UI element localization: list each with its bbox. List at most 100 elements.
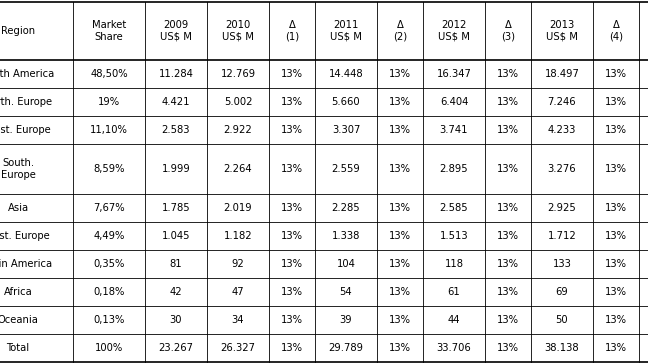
Text: 1.785: 1.785 — [162, 203, 191, 213]
Text: 100%: 100% — [95, 343, 123, 353]
Text: 13%: 13% — [281, 287, 303, 297]
Text: 1.513: 1.513 — [440, 231, 469, 241]
Text: 13%: 13% — [497, 97, 519, 107]
Text: 23.267: 23.267 — [159, 343, 194, 353]
Text: Δ
(3): Δ (3) — [501, 20, 515, 42]
Text: 50: 50 — [556, 315, 568, 325]
Text: 13%: 13% — [389, 231, 411, 241]
Text: 13%: 13% — [281, 97, 303, 107]
Text: 2013
US$ M: 2013 US$ M — [546, 20, 578, 42]
Text: 54: 54 — [340, 287, 353, 297]
Text: 2010
US$ M: 2010 US$ M — [222, 20, 254, 42]
Text: 13%: 13% — [497, 231, 519, 241]
Text: 13%: 13% — [389, 287, 411, 297]
Text: 13%: 13% — [497, 164, 519, 174]
Text: 13%: 13% — [605, 69, 627, 79]
Text: 13%: 13% — [281, 259, 303, 269]
Text: 0,13%: 0,13% — [93, 315, 124, 325]
Text: 2.285: 2.285 — [332, 203, 360, 213]
Text: 13%: 13% — [605, 164, 627, 174]
Text: 2.585: 2.585 — [440, 203, 469, 213]
Text: 13%: 13% — [389, 203, 411, 213]
Text: 8,59%: 8,59% — [93, 164, 125, 174]
Text: 47: 47 — [232, 287, 244, 297]
Text: 13%: 13% — [605, 259, 627, 269]
Text: 2.264: 2.264 — [224, 164, 252, 174]
Text: Africa: Africa — [4, 287, 32, 297]
Text: 13%: 13% — [605, 125, 627, 135]
Text: West. Europe: West. Europe — [0, 125, 51, 135]
Text: North America: North America — [0, 69, 54, 79]
Text: 18.497: 18.497 — [544, 69, 579, 79]
Text: 33.706: 33.706 — [437, 343, 471, 353]
Text: 69: 69 — [555, 287, 568, 297]
Text: 133: 133 — [553, 259, 572, 269]
Text: 3.307: 3.307 — [332, 125, 360, 135]
Text: 13%: 13% — [497, 343, 519, 353]
Text: 1.712: 1.712 — [548, 231, 576, 241]
Text: 5.002: 5.002 — [224, 97, 252, 107]
Text: 4,49%: 4,49% — [93, 231, 124, 241]
Text: Oceania: Oceania — [0, 315, 38, 325]
Text: 13%: 13% — [389, 315, 411, 325]
Text: 13%: 13% — [389, 259, 411, 269]
Text: 104: 104 — [336, 259, 356, 269]
Text: 13%: 13% — [389, 97, 411, 107]
Text: 4.421: 4.421 — [162, 97, 191, 107]
Text: North. Europe: North. Europe — [0, 97, 52, 107]
Text: 2.559: 2.559 — [332, 164, 360, 174]
Text: South.
Europe: South. Europe — [1, 158, 36, 180]
Text: 13%: 13% — [281, 203, 303, 213]
Text: 0,35%: 0,35% — [93, 259, 124, 269]
Text: 13%: 13% — [497, 315, 519, 325]
Text: East. Europe: East. Europe — [0, 231, 49, 241]
Text: 30: 30 — [170, 315, 182, 325]
Text: Total: Total — [6, 343, 30, 353]
Text: 2.019: 2.019 — [224, 203, 252, 213]
Text: 2.925: 2.925 — [548, 203, 576, 213]
Text: 2.583: 2.583 — [162, 125, 191, 135]
Text: 13%: 13% — [497, 203, 519, 213]
Text: 13%: 13% — [497, 287, 519, 297]
Text: 2012
US$ M: 2012 US$ M — [438, 20, 470, 42]
Text: 1.045: 1.045 — [162, 231, 191, 241]
Text: 44: 44 — [448, 315, 460, 325]
Text: 2011
US$ M: 2011 US$ M — [330, 20, 362, 42]
Text: 13%: 13% — [605, 287, 627, 297]
Text: 13%: 13% — [281, 164, 303, 174]
Text: 7.246: 7.246 — [548, 97, 576, 107]
Text: 2009
US$ M: 2009 US$ M — [160, 20, 192, 42]
Text: 38.138: 38.138 — [545, 343, 579, 353]
Text: Asia: Asia — [7, 203, 29, 213]
Text: 13%: 13% — [605, 343, 627, 353]
Text: 1.999: 1.999 — [161, 164, 191, 174]
Text: 12.769: 12.769 — [220, 69, 255, 79]
Text: 13%: 13% — [605, 231, 627, 241]
Text: Region: Region — [1, 26, 35, 36]
Text: 13%: 13% — [389, 164, 411, 174]
Text: 118: 118 — [445, 259, 463, 269]
Text: 13%: 13% — [605, 203, 627, 213]
Text: 61: 61 — [448, 287, 460, 297]
Text: 81: 81 — [170, 259, 182, 269]
Text: 13%: 13% — [281, 125, 303, 135]
Text: 48,50%: 48,50% — [90, 69, 128, 79]
Text: 11.284: 11.284 — [159, 69, 194, 79]
Text: 13%: 13% — [281, 343, 303, 353]
Text: 29.789: 29.789 — [329, 343, 364, 353]
Text: 16.347: 16.347 — [437, 69, 472, 79]
Text: 5.660: 5.660 — [332, 97, 360, 107]
Text: 13%: 13% — [605, 315, 627, 325]
Text: 13%: 13% — [389, 343, 411, 353]
Text: 3.276: 3.276 — [548, 164, 576, 174]
Text: 7,67%: 7,67% — [93, 203, 125, 213]
Text: 1.338: 1.338 — [332, 231, 360, 241]
Text: 14.448: 14.448 — [329, 69, 364, 79]
Text: 42: 42 — [170, 287, 182, 297]
Text: 13%: 13% — [605, 97, 627, 107]
Text: 0,18%: 0,18% — [93, 287, 124, 297]
Text: 4.233: 4.233 — [548, 125, 576, 135]
Text: 19%: 19% — [98, 97, 120, 107]
Text: 13%: 13% — [497, 69, 519, 79]
Text: 13%: 13% — [281, 315, 303, 325]
